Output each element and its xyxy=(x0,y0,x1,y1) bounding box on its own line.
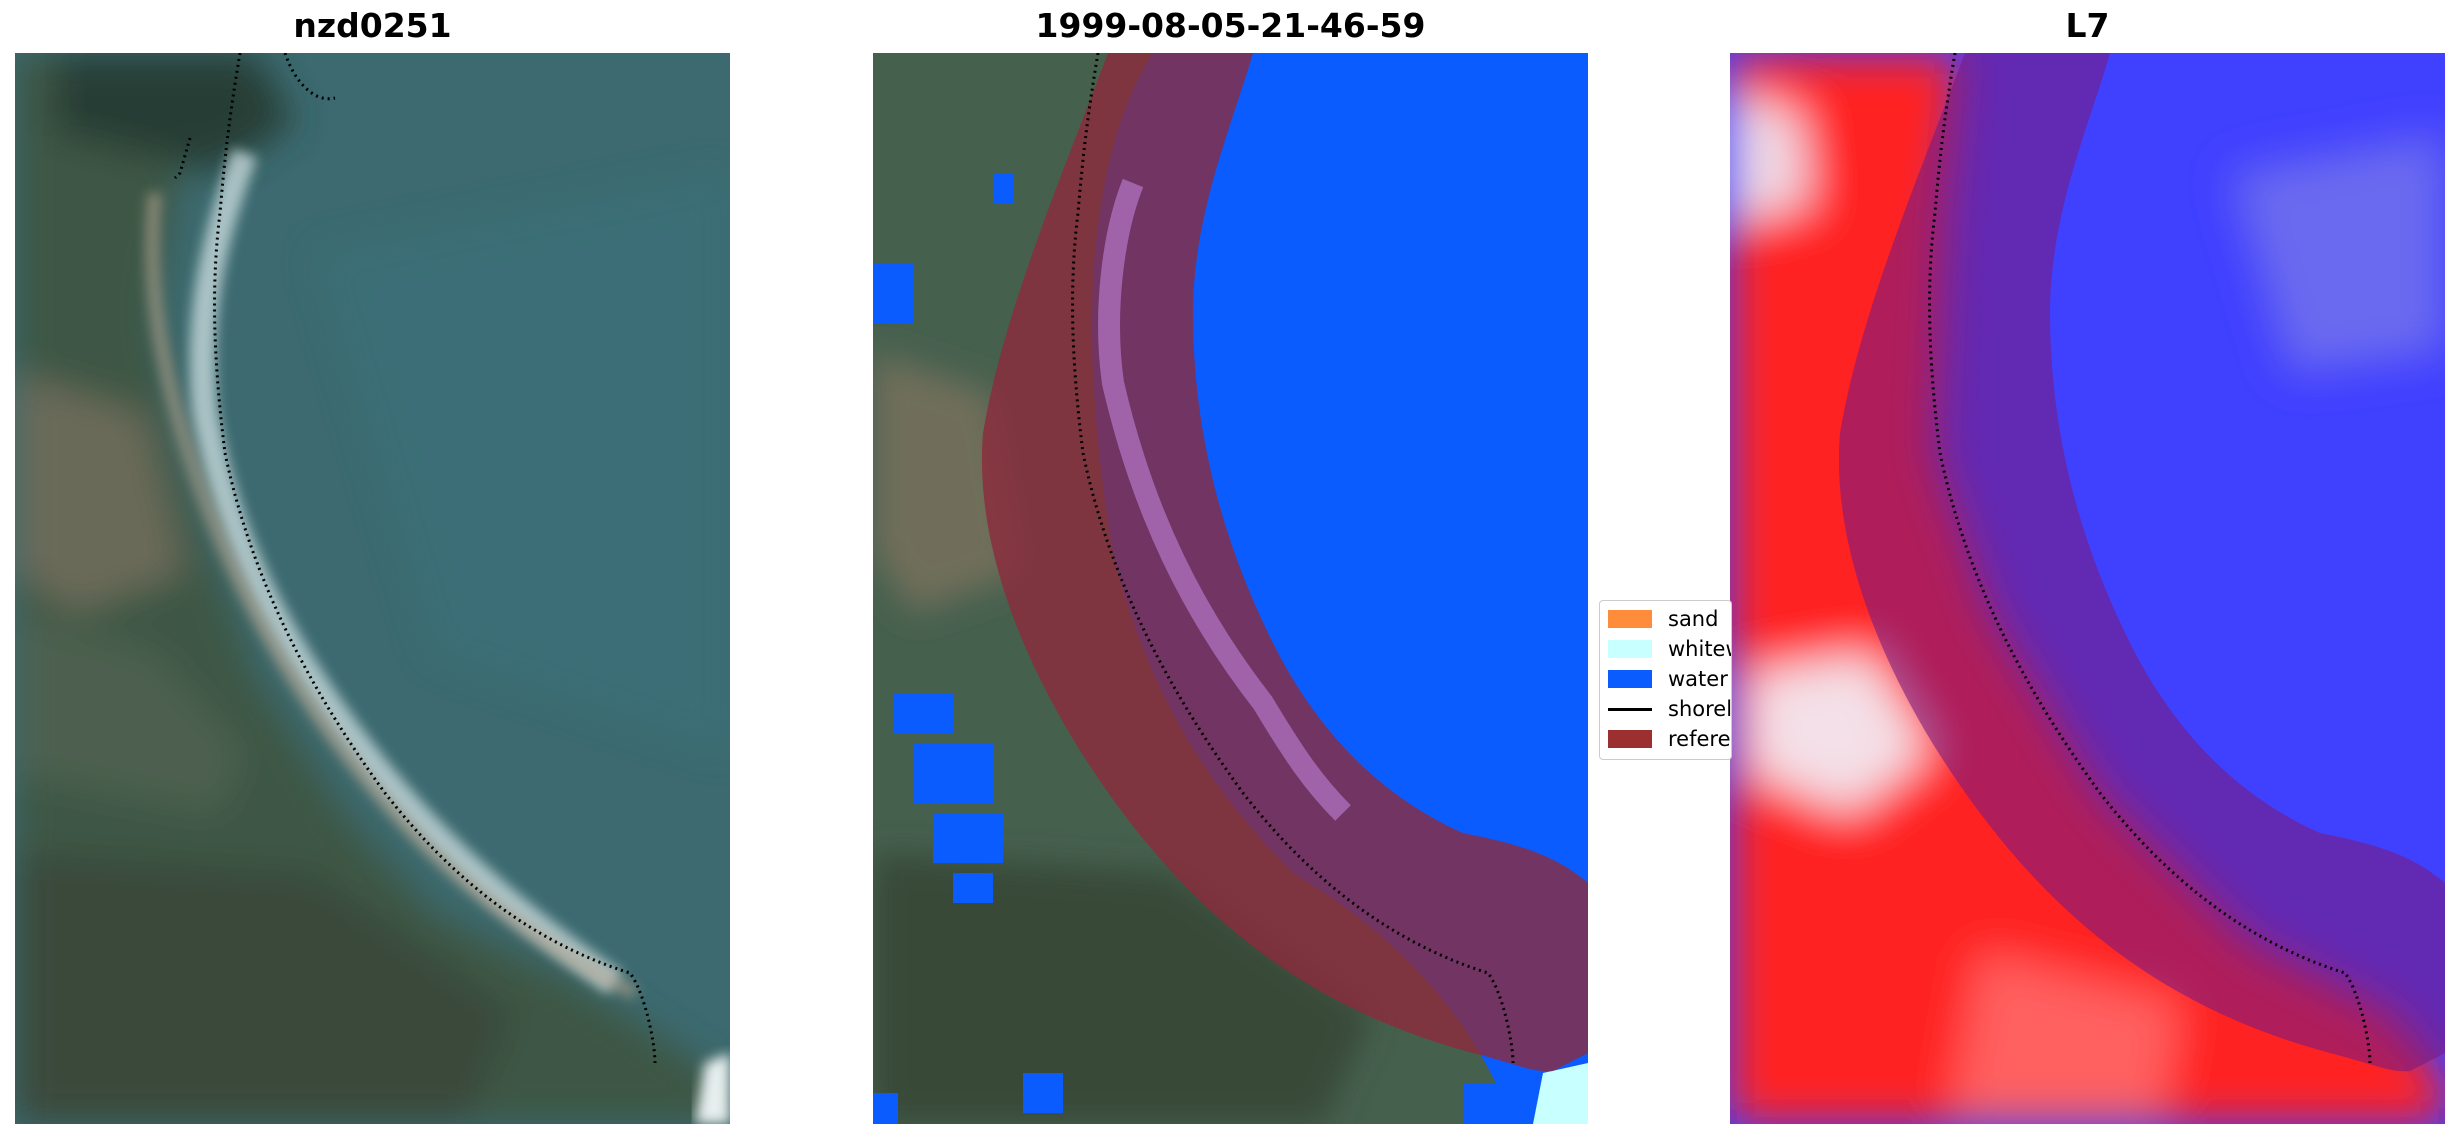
legend-label-water: water xyxy=(1668,667,1728,691)
sand-swatch xyxy=(1608,610,1652,628)
index-image-panel xyxy=(1730,53,2445,1124)
legend-label-shoreline: shoreline xyxy=(1668,697,1732,721)
classified-image-panel xyxy=(873,53,1588,1124)
rgb-image-panel xyxy=(15,53,730,1124)
shoreline-line xyxy=(213,53,657,1064)
reference-buffer-swatch xyxy=(1608,730,1652,748)
reference-buffer xyxy=(981,53,1588,1072)
panel-title-classified: 1999-08-05-21-46-59 xyxy=(1035,6,1426,45)
legend-item-shoreline: shoreline xyxy=(1608,695,1732,723)
panel-title-index: L7 xyxy=(2065,6,2110,45)
legend-label-sand: sand xyxy=(1668,607,1719,631)
legend-label-reference-buffer: reference shoreline buffer xyxy=(1668,727,1731,751)
panel-title-rgb: nzd0251 xyxy=(293,6,452,45)
shoreline-swatch xyxy=(1608,700,1652,718)
legend-item-sand: sand xyxy=(1608,605,1718,633)
whitewater-swatch xyxy=(1608,640,1652,658)
legend-item-reference-buffer: reference shoreline buffer xyxy=(1608,725,1731,753)
water-swatch xyxy=(1608,670,1652,688)
legend-item-water: water xyxy=(1608,665,1728,693)
